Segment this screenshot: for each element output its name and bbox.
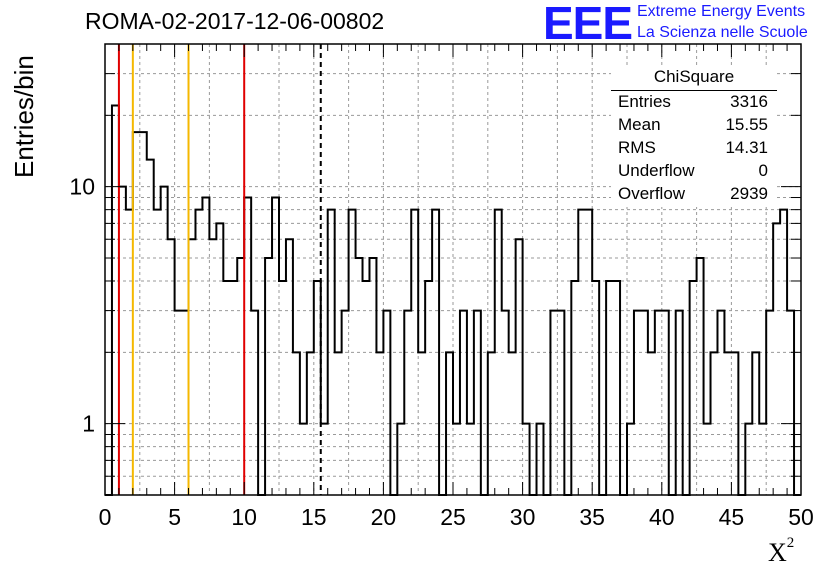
marker-lines bbox=[117, 44, 322, 495]
x-tick-label: 5 bbox=[168, 504, 181, 530]
histogram-bin bbox=[314, 281, 321, 495]
stats-divider bbox=[611, 90, 777, 91]
histogram-bin bbox=[286, 239, 293, 495]
histogram-bin bbox=[613, 281, 620, 495]
histogram-bin bbox=[606, 281, 613, 495]
histogram-bin bbox=[119, 187, 126, 495]
histogram-bin bbox=[557, 311, 564, 495]
y-tick-label: 1 bbox=[82, 411, 95, 437]
histogram-bin bbox=[369, 258, 376, 495]
histogram-bin bbox=[175, 311, 182, 495]
logo-text-line1: Extreme Energy Events bbox=[637, 3, 806, 20]
histogram-bin bbox=[168, 239, 175, 495]
histogram-bin bbox=[272, 198, 279, 495]
stats-label: Overflow bbox=[618, 184, 686, 203]
histogram-bin bbox=[209, 239, 216, 495]
histogram-bin bbox=[216, 223, 223, 495]
y-tick-label: 10 bbox=[69, 174, 95, 200]
x-tick-labels: 0 5 10 15 20 25 30 35 40 45 50 bbox=[99, 504, 814, 530]
histogram-bin bbox=[112, 106, 119, 495]
stats-box: ChiSquare Entries 3316 Mean 15.55 RMS 14… bbox=[611, 66, 777, 207]
histogram-bin bbox=[474, 311, 481, 495]
histogram-bin bbox=[592, 281, 599, 495]
histogram-bin bbox=[697, 258, 704, 495]
histogram-bin bbox=[460, 311, 467, 495]
eee-logo: EEE bbox=[543, 0, 633, 49]
x-tick-label: 25 bbox=[440, 504, 466, 530]
stats-label: Underflow bbox=[618, 161, 695, 180]
histogram-bin bbox=[223, 281, 230, 495]
stats-value: 0 bbox=[758, 161, 768, 180]
histogram-bin bbox=[356, 258, 363, 495]
histogram-bin bbox=[189, 239, 196, 495]
histogram-bin bbox=[182, 311, 189, 495]
x-tick-label: 50 bbox=[788, 504, 814, 530]
x-tick-label: 20 bbox=[371, 504, 397, 530]
histogram-bin bbox=[383, 311, 390, 495]
stats-title: ChiSquare bbox=[653, 67, 735, 86]
stats-row-entries: Entries 3316 bbox=[618, 92, 768, 115]
histogram-bin bbox=[202, 198, 209, 495]
histogram-bin bbox=[363, 281, 370, 495]
x-tick-label: 0 bbox=[99, 504, 112, 530]
stats-row-overflow: Overflow 2939 bbox=[618, 184, 768, 207]
histogram-bin bbox=[502, 311, 509, 495]
histogram-bin bbox=[662, 311, 669, 495]
histogram-bin bbox=[787, 311, 794, 495]
x-axis-label: X2 bbox=[768, 535, 795, 568]
histogram-bin bbox=[425, 281, 432, 495]
stats-value: 3316 bbox=[730, 92, 768, 111]
histogram-bin bbox=[516, 239, 523, 495]
histogram-bin bbox=[641, 311, 648, 495]
histogram-bin bbox=[690, 281, 697, 495]
stats-row-mean: Mean 15.55 bbox=[618, 115, 768, 138]
x-tick-label: 35 bbox=[579, 504, 605, 530]
histogram-bin bbox=[279, 281, 286, 495]
histogram-bin bbox=[655, 311, 662, 495]
stats-row-rms: RMS 14.31 bbox=[618, 138, 768, 161]
chart-title: ROMA-02-2017-12-06-00802 bbox=[85, 8, 385, 34]
x-tick-label: 15 bbox=[301, 504, 327, 530]
grid-lines bbox=[104, 44, 802, 495]
x-tick-label: 45 bbox=[719, 504, 745, 530]
stats-value: 14.31 bbox=[725, 138, 768, 157]
histogram-bin bbox=[717, 311, 724, 495]
stats-value: 15.55 bbox=[725, 115, 768, 134]
stats-label: Mean bbox=[618, 115, 661, 134]
stats-value: 2939 bbox=[730, 184, 768, 203]
histogram-bin bbox=[342, 311, 349, 495]
x-axis-label-base: X bbox=[768, 538, 787, 567]
x-axis-label-sup: 2 bbox=[786, 535, 795, 552]
histogram-bin bbox=[676, 311, 683, 495]
x-tick-label: 40 bbox=[649, 504, 675, 530]
stats-row-underflow: Underflow 0 bbox=[618, 161, 768, 184]
histogram-bin bbox=[571, 281, 578, 495]
histogram-bin bbox=[230, 281, 237, 495]
histogram-bin bbox=[237, 258, 244, 495]
stats-label: RMS bbox=[618, 138, 656, 157]
histogram-bin bbox=[404, 311, 411, 495]
y-tick-labels: 1 10 bbox=[69, 174, 95, 437]
histogram-bin bbox=[550, 311, 557, 495]
x-tick-label: 30 bbox=[510, 504, 536, 530]
histogram-bin bbox=[251, 311, 258, 495]
histogram-bin bbox=[634, 311, 641, 495]
histogram-bin bbox=[265, 258, 272, 495]
histogram-bin bbox=[161, 187, 168, 495]
axis-ticks bbox=[104, 44, 802, 495]
x-tick-label: 10 bbox=[231, 504, 257, 530]
histogram-bin bbox=[244, 198, 251, 495]
logo-text-line2: La Scienza nelle Scuole bbox=[637, 24, 808, 41]
stats-label: Entries bbox=[618, 92, 671, 111]
histogram-bin bbox=[773, 223, 780, 495]
y-axis-label: Entries/bin bbox=[9, 55, 39, 178]
histogram-bin bbox=[766, 311, 773, 495]
